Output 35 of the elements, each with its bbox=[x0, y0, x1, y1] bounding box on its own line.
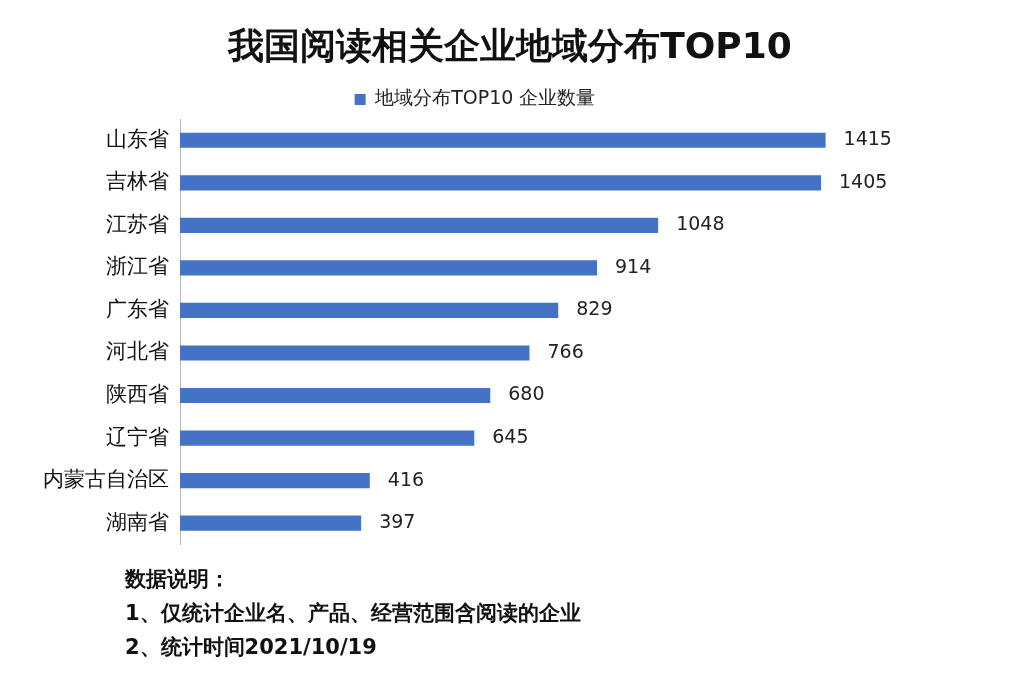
bar bbox=[180, 345, 530, 361]
data-label: 397 bbox=[379, 510, 416, 533]
data-label: 645 bbox=[492, 424, 529, 447]
data-label: 766 bbox=[547, 339, 584, 362]
y-tick-label: 陕西省 bbox=[106, 381, 169, 406]
data-label: 1048 bbox=[676, 212, 725, 235]
bar bbox=[180, 260, 598, 276]
data-label: 680 bbox=[508, 382, 545, 405]
text: 数据说明： bbox=[125, 566, 231, 593]
y-tick-label: 内蒙古自治区 bbox=[43, 467, 169, 492]
text: 2、统计时间2021/10/19 bbox=[125, 634, 378, 661]
bar bbox=[180, 132, 826, 148]
chart-title: 我国阅读相关企业地域分布TOP10 bbox=[226, 24, 793, 68]
legend-label: 地域分布TOP10 企业数量 bbox=[374, 86, 596, 109]
bar bbox=[180, 430, 475, 446]
y-tick-label: 河北省 bbox=[106, 339, 169, 364]
data-label: 829 bbox=[576, 297, 613, 320]
text: 1、仅统计企业名、产品、经营范围含阅读的企业 bbox=[125, 600, 581, 627]
data-label: 1415 bbox=[843, 127, 892, 150]
bar bbox=[180, 175, 822, 191]
bar bbox=[180, 515, 362, 531]
y-tick-label: 湖南省 bbox=[106, 509, 169, 534]
data-label: 914 bbox=[615, 254, 652, 277]
data-label: 416 bbox=[387, 467, 425, 490]
bar bbox=[180, 217, 659, 233]
data-label: 1405 bbox=[839, 169, 888, 192]
y-tick-label: 辽宁省 bbox=[106, 424, 169, 449]
y-tick-label: 浙江省 bbox=[106, 254, 169, 279]
y-tick-label: 吉林省 bbox=[106, 169, 169, 194]
bar bbox=[180, 387, 491, 404]
y-tick-label: 广东省 bbox=[106, 296, 169, 321]
bar bbox=[180, 302, 559, 319]
y-tick-label: 山东省 bbox=[106, 126, 169, 151]
y-tick-label: 江苏省 bbox=[106, 211, 169, 236]
bar bbox=[180, 473, 370, 489]
